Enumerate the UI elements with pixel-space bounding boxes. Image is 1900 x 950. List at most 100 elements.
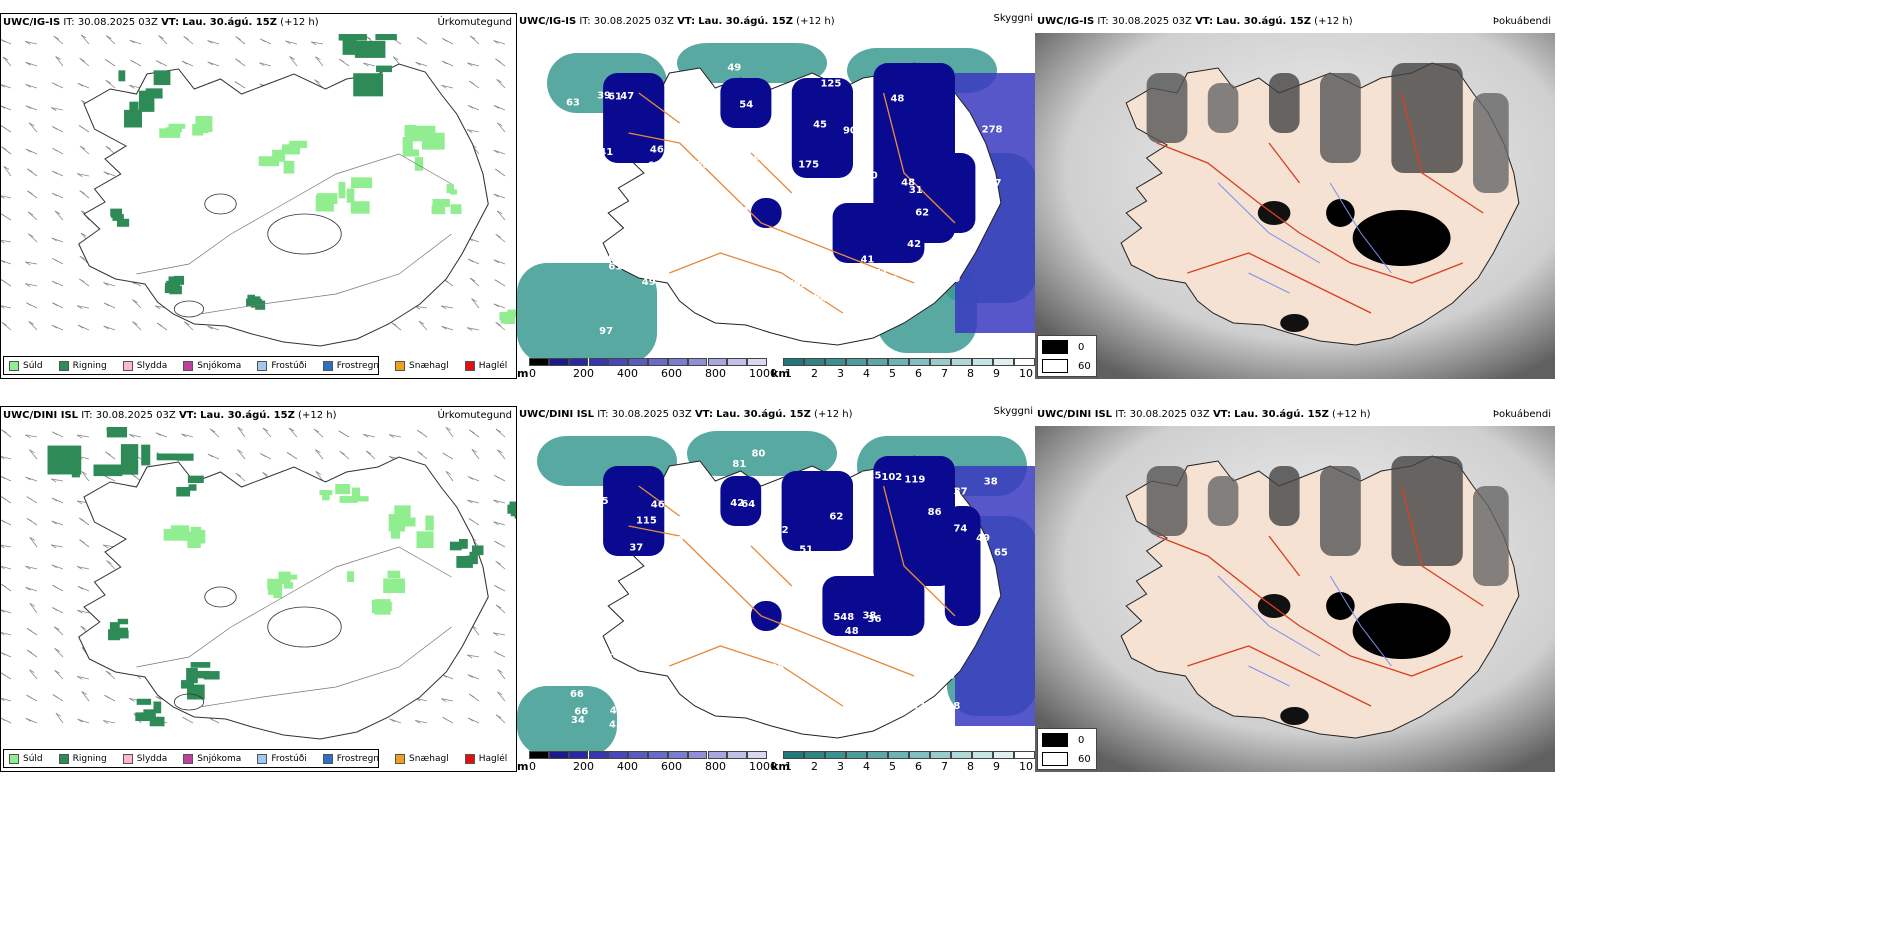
glacier-outline [173, 693, 205, 711]
precip-cell [168, 276, 176, 285]
panel-header: UWC/DINI ISL IT: 30.08.2025 03Z VT: Lau.… [1037, 409, 1371, 420]
wind-barb-flag [77, 82, 84, 87]
wind-barb-flag [416, 429, 423, 434]
legend-item: Frostregn [322, 360, 379, 371]
wind-barb-flag [441, 84, 447, 89]
wind-barb-flag [106, 35, 112, 40]
colorbar-segment [888, 751, 909, 759]
colorbar-tick: 5 [889, 760, 896, 772]
fog-shade [1146, 73, 1188, 143]
wind-barb [25, 261, 38, 265]
land-group [47, 427, 516, 740]
visibility-value: 39 [597, 90, 611, 101]
fog-shade [1320, 466, 1361, 556]
low-vis-cell [751, 198, 782, 228]
visibility-value: 119 [696, 104, 717, 115]
visibility-value: 125 [820, 78, 841, 89]
visibility-value: 47 [780, 290, 794, 301]
fog-dark-areas [1146, 456, 1509, 586]
wind-barb [132, 321, 142, 331]
wind-barb [1, 195, 12, 199]
precip-cell [339, 496, 358, 503]
wind-barb [467, 654, 480, 658]
visibility-value: 45 [609, 720, 623, 731]
visibility-map: 9457821756347614733484646595359483751393… [517, 33, 1035, 358]
wind-barb-flag [51, 497, 58, 502]
visibility-value: 33 [600, 227, 614, 238]
visibility-value: 66 [570, 689, 584, 700]
wind-barb-flag [441, 60, 448, 65]
visibility-value: 45 [636, 663, 650, 674]
wind-barb-flag [235, 58, 241, 63]
wind-barb-flag [156, 322, 163, 327]
fog-legend-swatch [1042, 733, 1068, 747]
colorbar-segment [1014, 358, 1035, 366]
visibility-panel-1: UWC/IG-IS IT: 30.08.2025 03Z VT: Lau. 30… [517, 13, 1035, 379]
wind-barb [471, 449, 480, 460]
wind-barb [445, 427, 454, 438]
fog-zero-area [1326, 592, 1355, 620]
visibility-value: 41 [725, 132, 739, 143]
wind-barb-flag [338, 58, 345, 63]
wind-barb-flag [52, 694, 59, 698]
wind-barb-flag [493, 521, 499, 526]
colorbar-segment [628, 751, 648, 759]
precip-cell [141, 444, 151, 466]
wind-barb [54, 210, 64, 221]
colorbar-segment [588, 358, 609, 366]
wind-barb-flag [77, 566, 83, 570]
fog-zero-area [1280, 314, 1309, 332]
low-vis-cell [603, 466, 665, 556]
precip-cell [505, 311, 516, 318]
legend-swatch [122, 360, 133, 371]
wind-barb-flag [441, 698, 447, 703]
sea-fog-area [677, 43, 827, 83]
wind-barb-flag [494, 475, 500, 479]
visibility-value: 46 [610, 705, 624, 716]
legend-swatch [58, 360, 69, 371]
wind-barb [27, 233, 38, 243]
fog-zero-area [1257, 594, 1291, 618]
wind-barb-flag [493, 40, 499, 44]
wind-barb-flag [315, 56, 321, 61]
wind-barb-flag [51, 520, 57, 525]
precip-cell [93, 464, 123, 477]
wind-barb-flag [29, 449, 35, 454]
colorbar-tick: 8 [967, 760, 974, 772]
wind-barb-flag [25, 148, 32, 153]
visibility-value: 81 [589, 125, 603, 136]
colorbar-km: km 1 2 3 4 5 6 7 8 9 10 [771, 358, 1035, 379]
land-group [602, 62, 1002, 346]
fog-zero-area [1352, 603, 1451, 659]
fog-shade [1473, 93, 1509, 193]
wind-barb [493, 499, 506, 504]
wind-barb-flag [262, 427, 269, 432]
visibility-value: 81 [732, 459, 746, 470]
colorbar-segment [993, 751, 1014, 759]
visibility-value: 281 [738, 152, 759, 163]
wind-barb-flag [418, 320, 425, 325]
wind-barb [289, 56, 298, 67]
fog-legend-item: 60 [1042, 359, 1091, 373]
precip-cell [250, 298, 261, 308]
low-vis-cell [873, 63, 955, 243]
wind-barb-flag [79, 58, 85, 62]
colorbar-segment [687, 358, 708, 366]
legend-label: Slydda [136, 753, 168, 764]
wind-barb-flag [259, 62, 265, 67]
wind-barb-flag [51, 280, 58, 285]
visibility-value: 62 [829, 511, 843, 522]
visibility-value: 58 [778, 293, 792, 304]
wind-barb-flag [26, 628, 33, 632]
precip-cell [449, 541, 462, 551]
precip-cell [514, 508, 516, 519]
wind-barb [207, 325, 220, 331]
wind-barb-flag [52, 82, 58, 87]
colorbar-tick: 400 [617, 760, 638, 772]
legend-swatch [322, 360, 333, 371]
wind-barb-flag [363, 433, 369, 438]
visibility-value: 56 [640, 677, 654, 688]
visibility-value: 97 [599, 326, 613, 337]
colorbar-tick: 9 [993, 760, 1000, 772]
wind-barb-flag [288, 427, 295, 432]
